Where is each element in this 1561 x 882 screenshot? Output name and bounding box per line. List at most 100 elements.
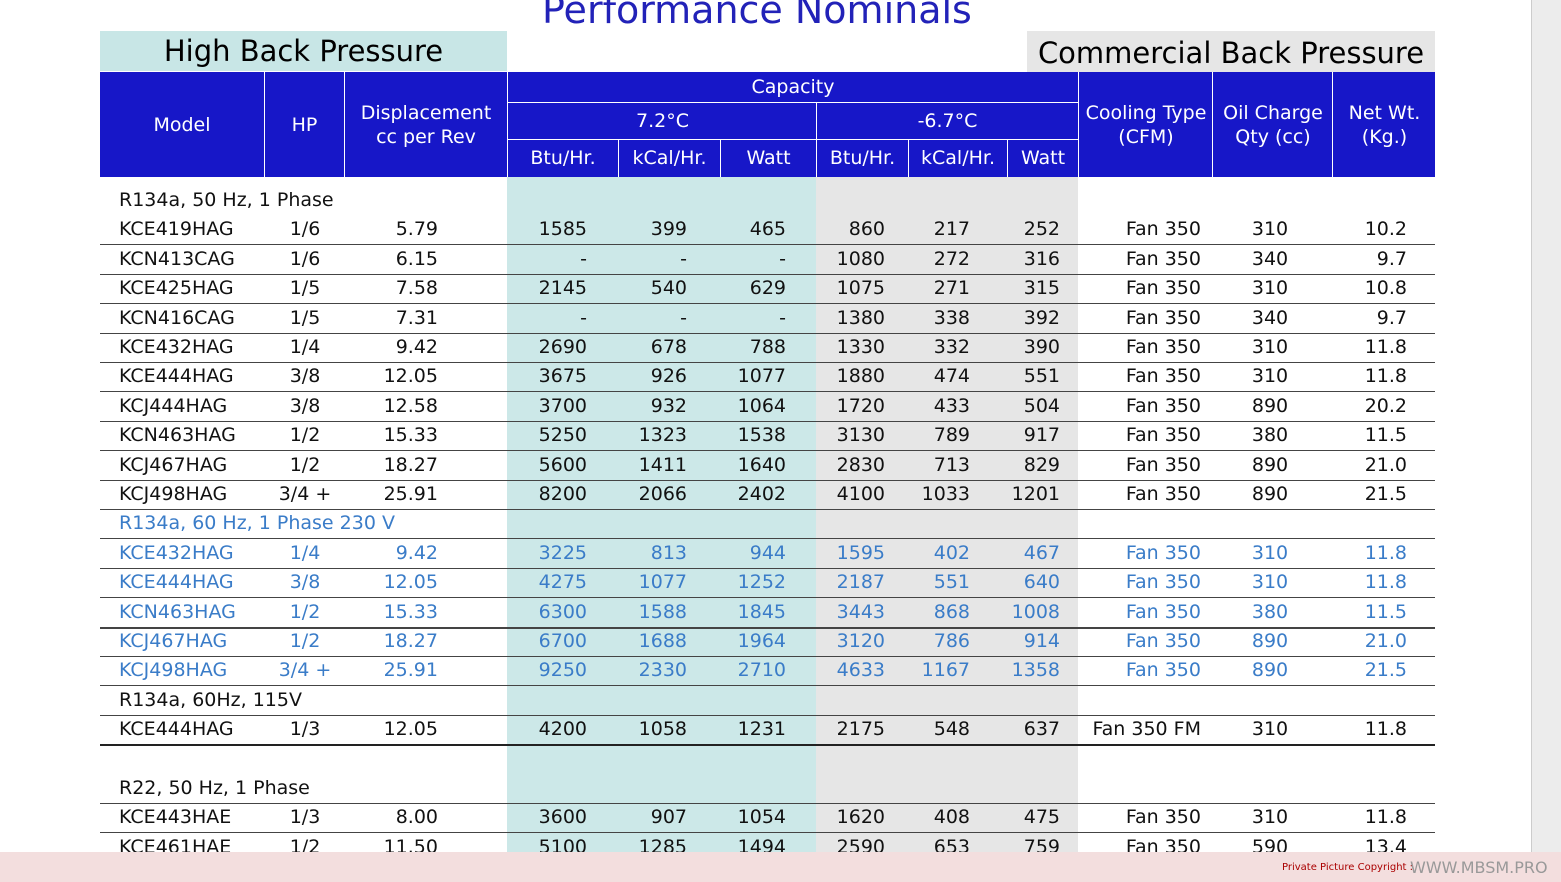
cell: 271 bbox=[933, 277, 970, 300]
cell: 3700 bbox=[538, 394, 587, 417]
cell: 1688 bbox=[638, 630, 687, 652]
left-label: High Back Pressure bbox=[100, 31, 507, 71]
cell: 6.15 bbox=[395, 247, 438, 270]
cell: 890 bbox=[1251, 483, 1289, 505]
row-line bbox=[100, 303, 1435, 305]
cell: - bbox=[680, 306, 687, 329]
cell: 9250 bbox=[538, 659, 587, 682]
cell: Fan 350 bbox=[1125, 365, 1201, 388]
cell: Fan 350 bbox=[1125, 483, 1201, 505]
cell: 310 bbox=[1251, 571, 1289, 594]
cell: 1008 bbox=[1011, 600, 1060, 623]
cell: 788 bbox=[749, 336, 786, 358]
cell: 12.05 bbox=[383, 365, 438, 388]
cell: Fan 350 bbox=[1125, 247, 1201, 270]
cell: 9.42 bbox=[395, 541, 438, 564]
cell: 1/2 bbox=[289, 424, 321, 447]
cell: 3/8 bbox=[289, 571, 321, 594]
cell: 12.05 bbox=[383, 571, 438, 594]
cell: Fan 350 bbox=[1125, 336, 1201, 358]
cell: Fan 350 FM bbox=[1092, 718, 1201, 741]
cell: 890 bbox=[1251, 630, 1289, 652]
cell: 21.5 bbox=[1364, 659, 1407, 682]
cell: 1595 bbox=[836, 541, 885, 564]
col-unit: Watt bbox=[720, 140, 816, 177]
cell: 11.8 bbox=[1364, 541, 1407, 564]
cell: 1/5 bbox=[289, 277, 321, 300]
col-cooling: Cooling Type (CFM) bbox=[1078, 72, 1213, 177]
cell: 890 bbox=[1251, 453, 1289, 476]
row-line bbox=[100, 509, 1435, 510]
cell: 15.33 bbox=[383, 600, 438, 623]
cell: 316 bbox=[1023, 247, 1060, 270]
cell: 917 bbox=[1023, 424, 1060, 447]
cell: 310 bbox=[1251, 365, 1289, 388]
cell: 7.31 bbox=[395, 306, 438, 329]
col-oil: Oil Charge Qty (cc) bbox=[1212, 72, 1333, 177]
cell: 9.7 bbox=[1376, 247, 1407, 270]
row-line bbox=[100, 567, 1435, 569]
row-line bbox=[100, 685, 1435, 687]
cell: KCN463HAG bbox=[119, 600, 236, 623]
cell: 3120 bbox=[836, 630, 885, 652]
row-line bbox=[100, 656, 1435, 657]
row-line bbox=[100, 538, 1435, 540]
cell: 332 bbox=[933, 336, 970, 358]
cell: 907 bbox=[650, 806, 687, 829]
cell: 3130 bbox=[836, 424, 885, 447]
cell: 408 bbox=[933, 806, 970, 829]
cell: 3675 bbox=[538, 365, 587, 388]
cell: 1585 bbox=[538, 218, 587, 241]
cell: 2187 bbox=[836, 571, 885, 594]
cell: 340 bbox=[1251, 306, 1289, 329]
cell: - bbox=[680, 247, 687, 270]
cell: Fan 350 bbox=[1125, 218, 1201, 241]
cell: 475 bbox=[1023, 806, 1060, 829]
cell: 1588 bbox=[638, 600, 687, 623]
copyright: Private Picture Copyright : bbox=[1282, 862, 1414, 873]
cell: 390 bbox=[1023, 336, 1060, 358]
cell: 640 bbox=[1023, 571, 1060, 594]
row-line bbox=[100, 420, 1435, 422]
cell: 1330 bbox=[836, 336, 885, 358]
cell: Fan 350 bbox=[1125, 659, 1201, 682]
cell: KCN463HAG bbox=[119, 424, 236, 447]
right-strip bbox=[1531, 0, 1561, 882]
cell: 7.58 bbox=[395, 277, 438, 300]
col-displacement: Displacement cc per Rev bbox=[360, 101, 492, 148]
cell: 1/6 bbox=[289, 218, 321, 241]
cell: 1201 bbox=[1011, 483, 1060, 505]
cell: KCE425HAG bbox=[119, 277, 234, 300]
cell: 944 bbox=[749, 541, 786, 564]
cell: 868 bbox=[933, 600, 970, 623]
cell: 380 bbox=[1251, 424, 1289, 447]
cell: 678 bbox=[650, 336, 687, 358]
col-temp-high: 7.2°C bbox=[507, 103, 817, 140]
cell: 629 bbox=[749, 277, 786, 300]
cell: KCE432HAG bbox=[119, 336, 234, 358]
cell: 2066 bbox=[638, 483, 687, 505]
cell: 6300 bbox=[538, 600, 587, 623]
col-weight: Net Wt. (Kg.) bbox=[1332, 72, 1436, 177]
cell: 1/2 bbox=[289, 453, 321, 476]
cell: - bbox=[779, 247, 786, 270]
cell: 11.8 bbox=[1364, 365, 1407, 388]
page-title: Performance Nominals bbox=[542, 0, 972, 32]
row-line bbox=[100, 450, 1435, 452]
cell: KCJ444HAG bbox=[119, 394, 228, 417]
row-line bbox=[100, 803, 1435, 804]
cell: KCE419HAG bbox=[119, 218, 234, 241]
cell: 310 bbox=[1251, 541, 1289, 564]
cell: 392 bbox=[1023, 306, 1060, 329]
cell: 2175 bbox=[836, 718, 885, 741]
col-unit: kCal/Hr. bbox=[618, 140, 720, 177]
cell: 217 bbox=[933, 218, 970, 241]
cell: 1/4 bbox=[289, 541, 321, 564]
cell: 8.00 bbox=[395, 806, 438, 829]
cell: 713 bbox=[933, 453, 970, 476]
cell: 789 bbox=[933, 424, 970, 447]
cell: 914 bbox=[1023, 630, 1060, 652]
cell: 310 bbox=[1251, 218, 1289, 241]
band-teal bbox=[507, 177, 816, 882]
cell: 1845 bbox=[737, 600, 786, 623]
